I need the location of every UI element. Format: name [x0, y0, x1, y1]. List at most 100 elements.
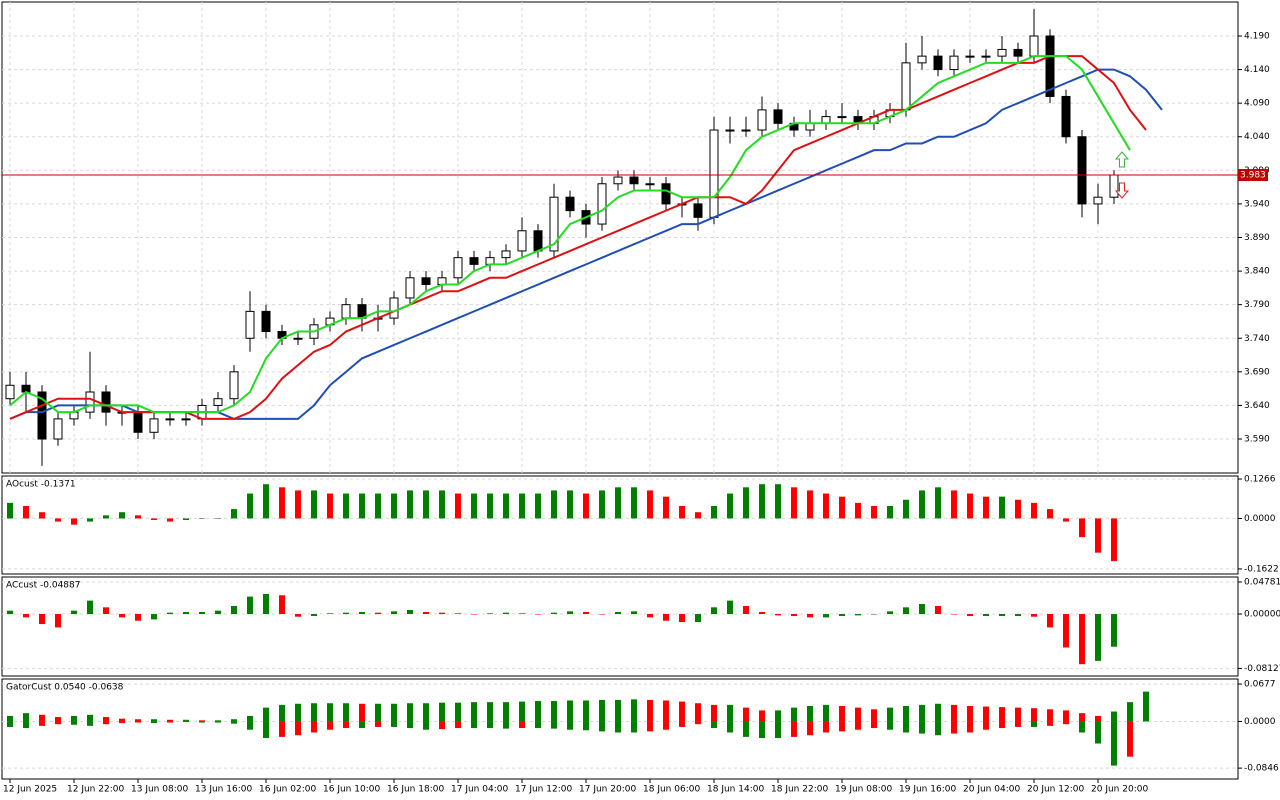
gator-bar — [919, 721, 925, 734]
gator-bar — [199, 720, 205, 722]
gator-bar — [919, 704, 925, 722]
gator-bar — [743, 707, 749, 722]
y-tick-label: 3.790 — [1244, 300, 1270, 310]
candle-body — [1093, 196, 1103, 205]
osc-bar — [631, 611, 637, 615]
candle-body — [965, 55, 975, 58]
candle-body — [821, 116, 831, 124]
osc-bar — [583, 612, 589, 615]
osc-bar — [471, 614, 477, 615]
candle-body — [693, 203, 703, 218]
gator-bar — [151, 719, 157, 722]
gator-bar — [151, 721, 157, 724]
y-tick-label: 3.740 — [1244, 334, 1270, 344]
gator-bar — [135, 719, 141, 722]
osc-bar — [423, 490, 429, 519]
y-tick-label: 3.940 — [1244, 199, 1270, 209]
candle-body — [341, 304, 351, 319]
x-tick-label: 18 Jun 14:00 — [707, 785, 764, 795]
osc-bar — [343, 612, 349, 615]
osc-bar — [871, 505, 877, 519]
gator-bar — [1047, 721, 1053, 726]
gator-bar — [327, 703, 333, 722]
candle-body — [629, 176, 639, 185]
osc-bar — [887, 611, 893, 615]
gator-bar — [1015, 707, 1021, 722]
osc-bar — [951, 614, 957, 615]
gator-bar — [247, 715, 253, 722]
gator-bar — [471, 721, 477, 729]
osc-bar — [311, 490, 317, 519]
gator-bar — [983, 706, 989, 722]
gator-bar — [535, 701, 541, 722]
gator-bar — [39, 714, 45, 722]
gator-bar — [679, 721, 685, 727]
gator-bar — [375, 721, 381, 727]
osc-bar — [903, 499, 909, 519]
candle-body — [933, 55, 943, 71]
osc-bar — [151, 614, 157, 620]
gator-bar — [423, 703, 429, 722]
gator-bar — [1111, 721, 1117, 766]
gator-bar — [135, 721, 141, 723]
osc-bar — [279, 487, 285, 519]
candle-body — [981, 55, 991, 58]
osc-bar — [919, 603, 925, 615]
osc-bar — [647, 490, 653, 519]
gator-bar — [775, 710, 781, 722]
osc-bar — [1111, 614, 1117, 647]
osc-bar — [327, 493, 333, 519]
osc-bar — [55, 614, 61, 628]
gator-bar — [999, 707, 1005, 722]
osc-bar — [119, 614, 125, 618]
osc-bar — [487, 613, 493, 615]
price-tag — [1238, 169, 1268, 182]
gator-bar — [791, 721, 797, 737]
osc-bar — [1095, 518, 1101, 553]
gator-bar — [407, 703, 413, 722]
gator-bar — [295, 703, 301, 722]
gator-bar — [39, 721, 45, 726]
osc-bar — [1015, 614, 1021, 617]
gator-bar — [439, 721, 445, 730]
x-tick-label: 18 Jun 22:00 — [771, 785, 828, 795]
y-tick-label: 3.890 — [1244, 233, 1270, 243]
osc-bar — [759, 612, 765, 615]
gator-bar — [279, 704, 285, 722]
osc-bar — [727, 600, 733, 615]
osc-bar — [999, 496, 1005, 519]
y-tick-label: 3.640 — [1244, 401, 1270, 411]
gator-bar — [807, 705, 813, 722]
osc-bar — [711, 505, 717, 519]
gator-bar — [375, 703, 381, 722]
y-tick-label: 0.0000 — [1244, 514, 1276, 524]
osc-bar — [855, 614, 861, 616]
gator-bar — [855, 707, 861, 722]
gator-bar — [7, 715, 13, 722]
candle-body — [1029, 35, 1039, 57]
pane-title: GatorCust 0.0540 -0.0638 — [6, 683, 124, 693]
candle-body — [453, 257, 463, 279]
osc-bar — [295, 490, 301, 519]
osc-bar — [839, 614, 845, 617]
gator-bar — [663, 721, 669, 730]
osc-bar — [39, 614, 45, 625]
osc-bar — [551, 490, 557, 519]
gator-bar — [1095, 715, 1101, 722]
gator-bar — [55, 721, 61, 725]
osc-bar — [7, 610, 13, 615]
osc-bar — [183, 518, 189, 520]
alligator-line — [9, 55, 1131, 414]
gator-bar — [199, 721, 205, 723]
gator-bar — [231, 721, 237, 724]
gator-bar — [519, 701, 525, 722]
candle-body — [245, 310, 255, 339]
gator-bar — [503, 721, 509, 729]
osc-bar — [695, 614, 701, 623]
osc-bar — [791, 487, 797, 519]
candle-body — [741, 129, 751, 132]
candle-body — [261, 310, 271, 333]
osc-bar — [471, 493, 477, 519]
osc-bar — [759, 484, 765, 519]
